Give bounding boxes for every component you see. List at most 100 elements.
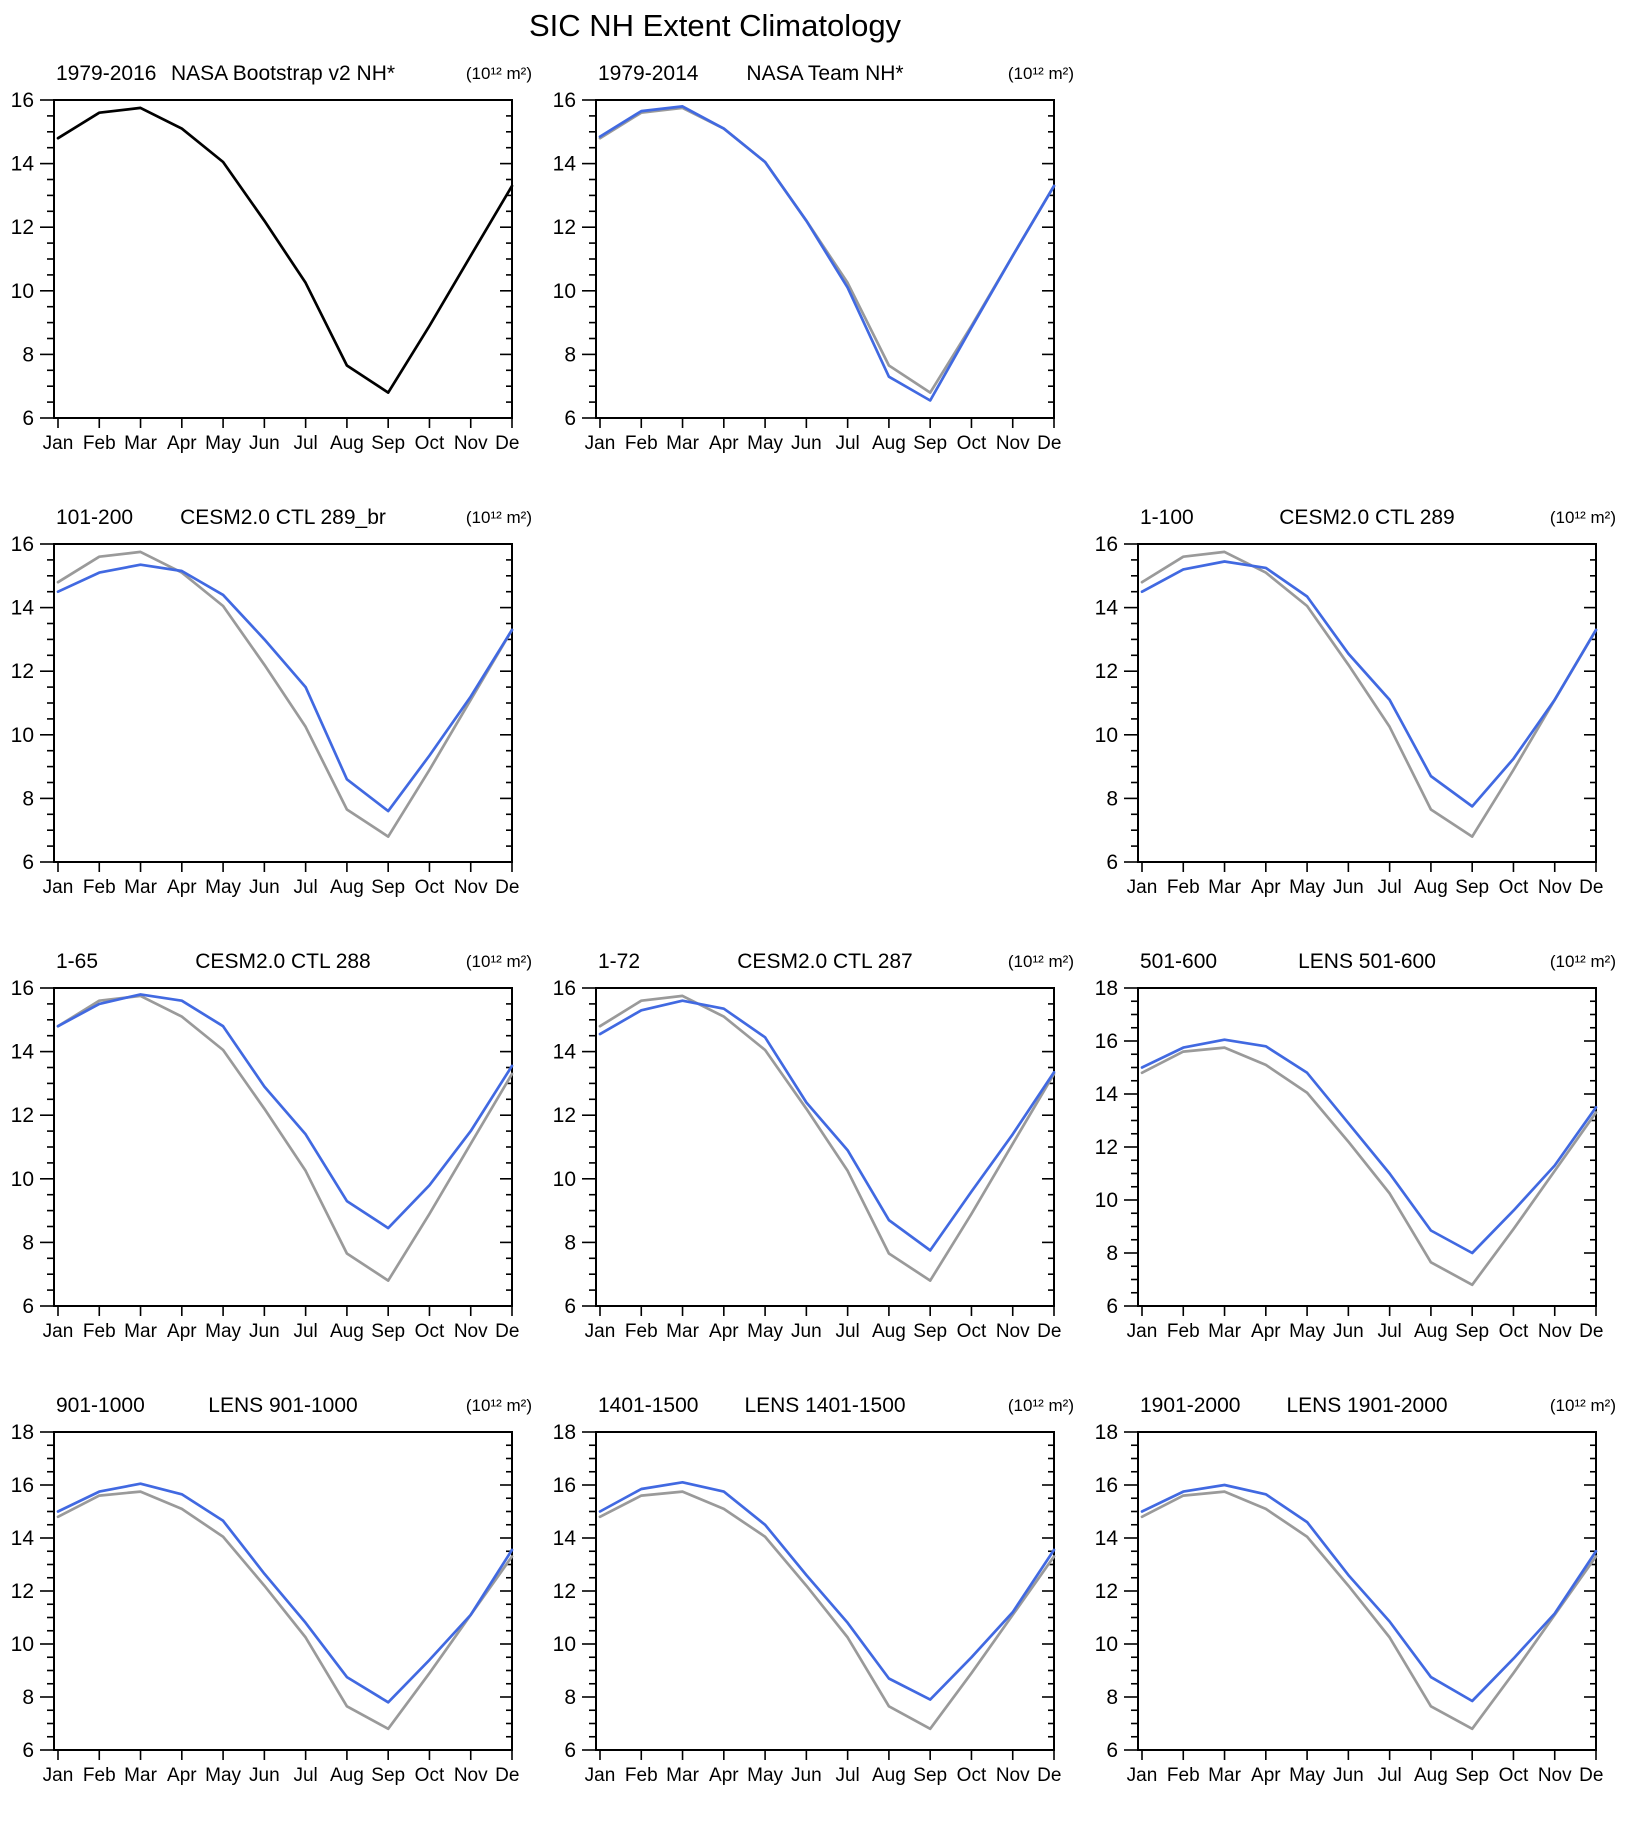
y-tick-label: 14 <box>11 153 35 176</box>
panel-title: LENS 1901-2000 <box>1286 1394 1448 1417</box>
month-label: Jun <box>249 877 280 898</box>
y-tick-label: 6 <box>564 1295 576 1318</box>
panel-subtitle-range: 1-100 <box>1140 506 1194 529</box>
series-model <box>1140 560 1598 808</box>
month-label: May <box>747 433 783 454</box>
month-label: Nov <box>454 433 488 454</box>
month-label: Dec <box>1037 433 1062 454</box>
y-tick-label: 10 <box>11 1633 34 1656</box>
series-reference <box>598 1490 1056 1731</box>
axis-ticks <box>1124 1431 1597 1760</box>
y-tick-label: 12 <box>553 1580 576 1603</box>
line-chart: 6 8 10 12 14 16 18 Jan Feb Mar Apr May Jun Jul Aug Sep O… <box>1095 977 1604 1342</box>
y-tick-label: 8 <box>1106 1686 1118 1709</box>
line-chart: 6 8 10 12 14 16 Jan Feb Mar Apr May Jun Jul Aug Sep Oct… <box>11 977 520 1342</box>
month-label: Feb <box>83 1765 116 1786</box>
month-label: Nov <box>1538 1321 1572 1342</box>
chart-panel: 1-72 CESM2.0 CTL 287 (10¹² m²) 6 8 10 12 14 1… <box>542 940 1084 1384</box>
month-label: Oct <box>415 877 445 898</box>
line-chart: 6 8 10 12 14 16 18 Jan Feb Mar Apr May Jun Jul Aug Sep O… <box>553 1421 1062 1786</box>
month-label: Jun <box>249 1765 280 1786</box>
y-tick-label: 8 <box>564 1231 576 1254</box>
panel-unit-label: (10¹² m²) <box>1007 64 1074 83</box>
panel-header: 101-200 CESM2.0 CTL 289_br (10¹² m²) <box>0 496 542 530</box>
y-tick-label: 16 <box>11 533 34 556</box>
series-model <box>1140 1038 1598 1255</box>
axis-ticks <box>1124 987 1597 1316</box>
month-label: Aug <box>330 1765 364 1786</box>
month-label: Mar <box>666 1321 699 1342</box>
panel-grid: 1979-2016 NASA Bootstrap v2 NH* (10¹² m²… <box>0 52 1626 1828</box>
month-label: Feb <box>83 877 116 898</box>
month-label: Jul <box>293 1321 317 1342</box>
y-tick-label: 6 <box>22 407 34 430</box>
panel-subtitle-range: 901-1000 <box>56 1394 145 1417</box>
x-axis-labels: Jan Feb Mar Apr May Jun Jul Aug Sep Oct Nov Dec <box>43 433 520 454</box>
x-axis-labels: Jan Feb Mar Apr May Jun Jul Aug Sep Oct Nov Dec <box>1127 1321 1604 1342</box>
y-axis-labels: 6 8 10 12 14 16 18 <box>1095 1421 1119 1762</box>
y-tick-label: 16 <box>1095 533 1118 556</box>
month-label: Jan <box>43 433 74 454</box>
month-label: May <box>1289 877 1325 898</box>
plot-frame <box>595 987 1055 1307</box>
plot-frame <box>53 543 513 863</box>
month-label: Sep <box>1455 877 1489 898</box>
y-tick-label: 16 <box>553 1474 576 1497</box>
plot-frame <box>53 99 513 419</box>
y-tick-label: 16 <box>1095 1030 1118 1053</box>
month-label: Jan <box>43 1321 74 1342</box>
month-label: Dec <box>495 1321 520 1342</box>
month-label: Feb <box>83 433 116 454</box>
y-tick-label: 18 <box>11 1421 34 1444</box>
chart-panel: 1-100 CESM2.0 CTL 289 (10¹² m²) 6 8 10 12 14… <box>1084 496 1626 940</box>
month-label: Mar <box>1208 877 1241 898</box>
month-label: Oct <box>957 1765 987 1786</box>
month-label: Jan <box>1127 1765 1158 1786</box>
month-label: Jan <box>585 1765 616 1786</box>
y-tick-label: 16 <box>11 977 34 1000</box>
y-axis-labels: 6 8 10 12 14 16 <box>553 89 577 430</box>
panel-unit-label: (10¹² m²) <box>465 1396 532 1415</box>
panel-title: CESM2.0 CTL 289_br <box>180 506 386 529</box>
month-label: Oct <box>415 1321 445 1342</box>
panel-title: NASA Team NH* <box>746 62 904 85</box>
month-label: Aug <box>872 433 906 454</box>
month-label: Nov <box>996 1765 1030 1786</box>
month-label: Apr <box>1251 877 1281 898</box>
month-label: Jun <box>1333 1765 1364 1786</box>
month-label: Jul <box>835 1765 859 1786</box>
line-chart: 6 8 10 12 14 16 18 Jan Feb Mar Apr May Jun Jul Aug Sep O… <box>1095 1421 1604 1786</box>
month-label: Oct <box>1499 1765 1529 1786</box>
chart-panel: 1401-1500 LENS 1401-1500 (10¹² m²) 6 8 10 1… <box>542 1384 1084 1828</box>
month-label: Oct <box>1499 877 1529 898</box>
y-axis-labels: 6 8 10 12 14 16 18 <box>11 1421 35 1762</box>
month-label: Apr <box>167 1321 197 1342</box>
month-label: Jul <box>835 433 859 454</box>
panel-subtitle-range: 1-72 <box>598 950 641 973</box>
month-label: Mar <box>124 1321 157 1342</box>
month-label: Jun <box>791 433 822 454</box>
panel-unit-label: (10¹² m²) <box>1007 952 1074 971</box>
y-tick-label: 6 <box>564 407 576 430</box>
axis-ticks <box>582 1431 1055 1760</box>
y-tick-label: 8 <box>1106 1242 1118 1265</box>
month-label: Jul <box>1377 1321 1401 1342</box>
month-label: Sep <box>913 433 947 454</box>
y-tick-label: 16 <box>11 89 34 112</box>
month-label: Oct <box>415 1765 445 1786</box>
y-tick-label: 12 <box>11 1580 34 1603</box>
month-label: Feb <box>625 433 658 454</box>
month-label: Sep <box>371 1765 405 1786</box>
y-tick-label: 14 <box>553 1527 577 1550</box>
y-tick-label: 10 <box>11 280 34 303</box>
series-reference <box>1140 1046 1598 1287</box>
y-tick-label: 16 <box>553 977 576 1000</box>
month-label: Aug <box>330 877 364 898</box>
month-label: Nov <box>996 433 1030 454</box>
panel-title: CESM2.0 CTL 289 <box>1279 506 1455 529</box>
y-tick-label: 10 <box>1095 724 1118 747</box>
month-label: Feb <box>83 1321 116 1342</box>
month-label: Jan <box>585 1321 616 1342</box>
line-chart: 6 8 10 12 14 16 Jan Feb Mar Apr May Jun Jul Aug Sep Oct… <box>553 89 1062 454</box>
month-label: Feb <box>1167 877 1200 898</box>
